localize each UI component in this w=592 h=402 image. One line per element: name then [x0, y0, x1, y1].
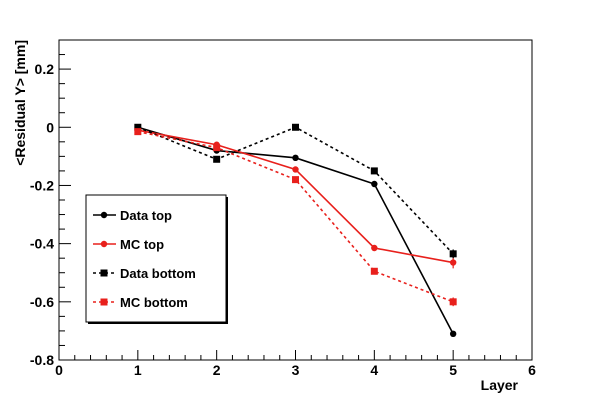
data-point [292, 154, 299, 162]
x-tick-label: 3 [292, 362, 300, 378]
legend-label: MC top [120, 237, 164, 252]
data-point [449, 259, 457, 266]
x-axis-label: Layer [481, 377, 519, 393]
legend-box [85, 194, 227, 323]
data-point [371, 180, 378, 188]
legend-marker [100, 269, 108, 277]
data-point [292, 166, 299, 173]
data-point [449, 298, 457, 306]
axes: 0 1 2 3 4 5 6 -0.8 -0.6 -0.4 -0.2 0 0.2 [30, 39, 536, 378]
data-point [449, 330, 457, 338]
data-point [134, 123, 142, 131]
legend-label: Data bottom [120, 266, 196, 281]
data-point [292, 176, 299, 184]
y-axis-label: <Residual Y> [mm] [12, 40, 28, 166]
data-point [370, 167, 378, 175]
series-line [137, 130, 454, 303]
data-point [292, 123, 299, 131]
x-tick-label: 5 [449, 362, 457, 378]
x-tick-label: 6 [528, 362, 536, 378]
y-tick-label: -0.4 [30, 236, 54, 252]
data-point [134, 128, 142, 136]
series-mc-bottom [134, 128, 457, 307]
y-tick-label: -0.6 [30, 294, 54, 310]
legend: Data top MC top Data bottom MC bottom [85, 194, 228, 324]
x-tick-label: 2 [213, 362, 221, 378]
x-tick-label: 4 [370, 362, 378, 378]
series-data-bottom [134, 123, 457, 259]
data-point [213, 155, 221, 163]
y-tick-label: -0.2 [30, 177, 54, 193]
legend-label: Data top [120, 208, 172, 223]
y-tick-label: 0 [46, 119, 54, 135]
plot-area [134, 123, 457, 338]
legend-marker [100, 240, 108, 248]
legend-marker [100, 211, 108, 219]
x-tick-label: 1 [134, 362, 142, 378]
data-point [449, 250, 457, 258]
y-tick-label: 0.2 [35, 61, 55, 77]
legend-label: MC bottom [120, 295, 188, 310]
data-point [370, 267, 378, 275]
x-tick-label: 0 [55, 362, 63, 378]
legend-marker [100, 298, 108, 306]
data-point [213, 144, 221, 152]
y-tick-label: -0.8 [30, 352, 54, 368]
data-point [371, 244, 378, 252]
